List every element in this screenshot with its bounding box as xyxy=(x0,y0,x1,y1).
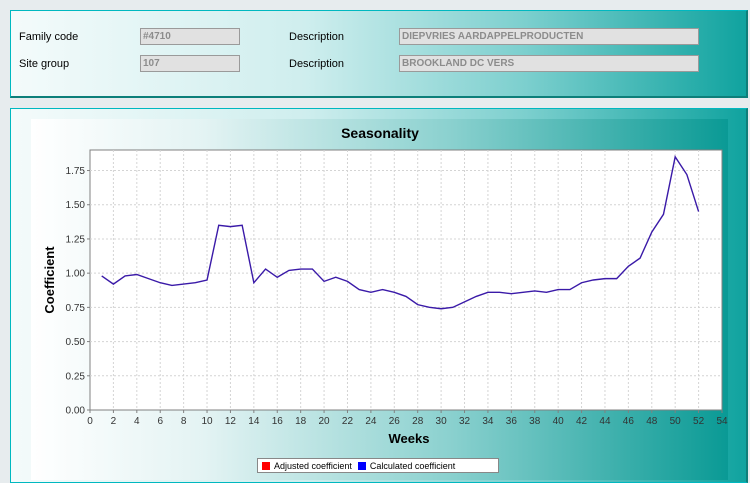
x-tick-label: 40 xyxy=(553,416,565,427)
x-tick-label: 42 xyxy=(576,416,588,427)
x-tick-label: 22 xyxy=(342,416,354,427)
x-tick-label: 26 xyxy=(389,416,401,427)
family-code-field[interactable]: #4710 xyxy=(140,28,240,45)
y-tick-label: 1.75 xyxy=(66,166,86,177)
x-tick-label: 52 xyxy=(693,416,705,427)
site-description-field[interactable]: BROOKLAND DC VERS xyxy=(399,55,699,72)
x-tick-label: 54 xyxy=(716,416,728,427)
site-group-label: Site group xyxy=(19,58,70,70)
family-description-label: Description xyxy=(289,31,345,43)
y-tick-label: 1.25 xyxy=(66,234,86,245)
x-tick-label: 32 xyxy=(459,416,471,427)
x-tick-label: 48 xyxy=(646,416,658,427)
x-tick-label: 6 xyxy=(157,416,163,427)
legend-label-calculated: Calculated coefficient xyxy=(369,460,456,471)
y-tick-label: 1.00 xyxy=(66,269,86,280)
x-tick-label: 24 xyxy=(365,416,377,427)
y-tick-label: 0.75 xyxy=(66,303,86,314)
x-tick-label: 4 xyxy=(134,416,140,427)
chart-legend: Adjusted coefficient Calculated coeffici… xyxy=(257,458,499,473)
x-tick-label: 8 xyxy=(181,416,187,427)
legend-swatch-adjusted xyxy=(262,461,270,470)
plot-area xyxy=(89,149,723,411)
legend-item-adjusted: Adjusted coefficient xyxy=(262,461,352,471)
y-tick-label: 1.50 xyxy=(66,200,86,211)
series-line-calculated xyxy=(101,155,700,310)
y-tick-label: 0.25 xyxy=(66,371,86,382)
site-description-label: Description xyxy=(289,58,345,70)
family-code-label: Family code xyxy=(19,31,79,43)
y-axis-label: Coefficient xyxy=(42,246,57,314)
chart-title: Seasonality xyxy=(341,125,419,141)
x-tick-label: 46 xyxy=(623,416,635,427)
x-tick-label: 38 xyxy=(529,416,541,427)
y-tick-label: 0.00 xyxy=(66,406,86,417)
family-description-field[interactable]: DIEPVRIES AARDAPPELPRODUCTEN xyxy=(399,28,699,45)
site-group-field[interactable]: 107 xyxy=(140,55,240,72)
x-tick-label: 12 xyxy=(225,416,237,427)
x-tick-label: 2 xyxy=(111,416,117,427)
x-tick-label: 34 xyxy=(482,416,494,427)
legend-swatch-calculated xyxy=(357,461,366,470)
x-tick-label: 10 xyxy=(201,416,213,427)
header-panel xyxy=(10,10,748,98)
x-tick-label: 18 xyxy=(295,416,307,427)
x-tick-label: 16 xyxy=(272,416,284,427)
x-tick-label: 44 xyxy=(599,416,611,427)
x-tick-label: 14 xyxy=(248,416,260,427)
x-tick-label: 50 xyxy=(670,416,682,427)
x-axis-label: Weeks xyxy=(389,431,430,446)
x-tick-label: 28 xyxy=(412,416,424,427)
x-tick-label: 30 xyxy=(436,416,448,427)
x-tick-label: 20 xyxy=(319,416,331,427)
legend-item-calculated: Calculated coefficient xyxy=(357,460,456,471)
legend-label-adjusted: Adjusted coefficient xyxy=(274,460,352,471)
x-tick-label: 0 xyxy=(87,416,93,427)
x-tick-label: 36 xyxy=(506,416,518,427)
y-tick-label: 0.50 xyxy=(66,337,86,348)
